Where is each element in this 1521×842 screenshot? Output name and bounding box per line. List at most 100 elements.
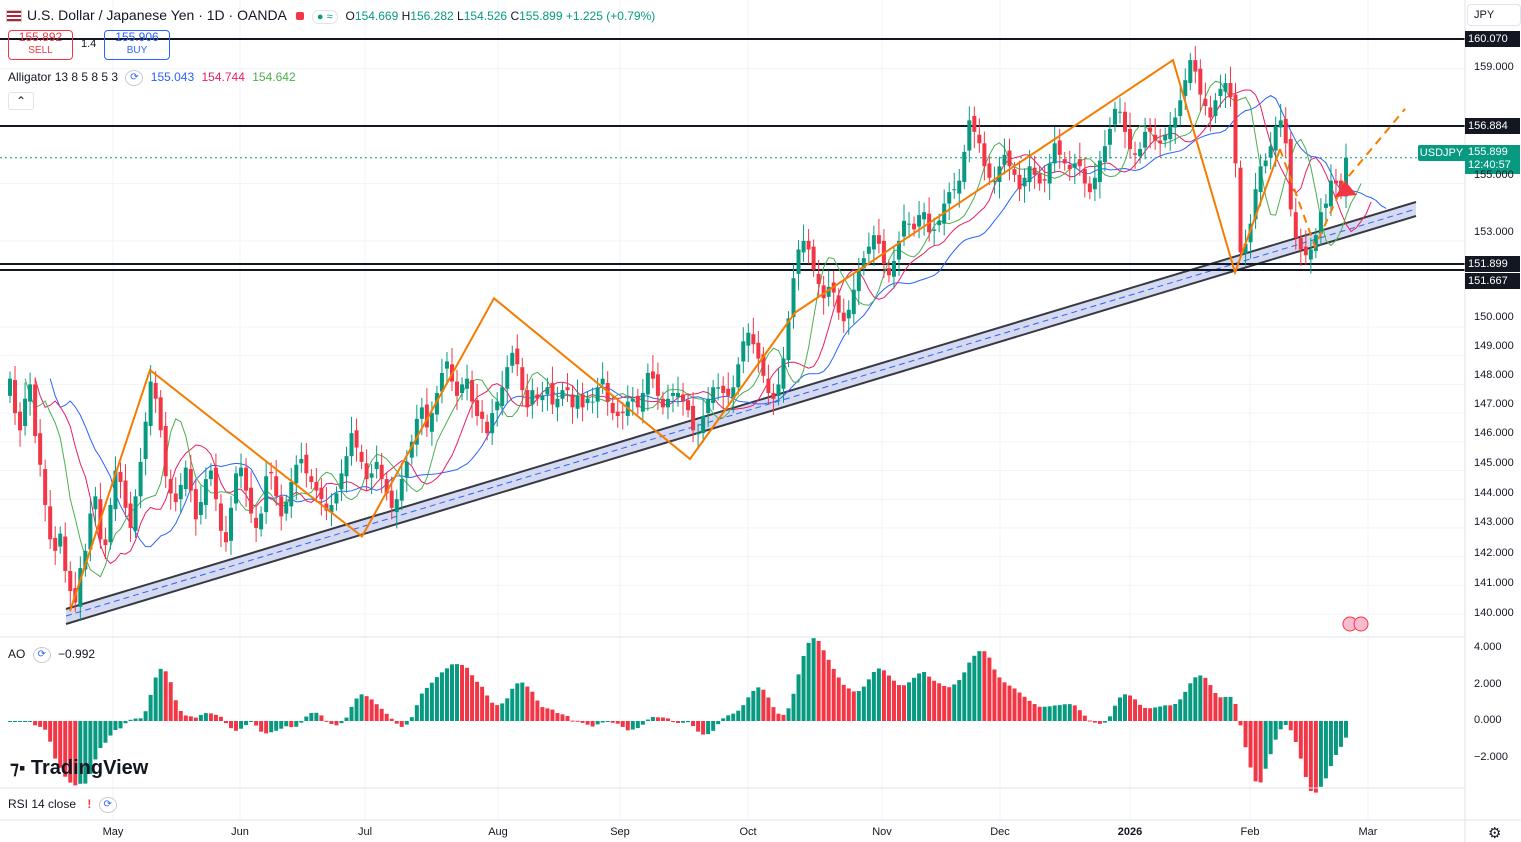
ao-bar-8 — [48, 721, 53, 742]
candle-body-26 — [138, 461, 143, 497]
ao-bar-47 — [244, 721, 249, 726]
candle-body-246 — [1243, 243, 1248, 254]
ao-bar-203 — [1027, 700, 1032, 721]
ao-bar-176 — [891, 680, 896, 721]
ao-bar-128 — [650, 716, 655, 721]
candle-body-112 — [570, 394, 575, 408]
level-label-160070[interactable]: 160.070 — [1465, 31, 1520, 47]
time-tick-10: Mar — [1358, 826, 1378, 838]
candle-body-216 — [1092, 177, 1097, 190]
candle-body-181 — [917, 215, 922, 227]
ao-bar-110 — [560, 714, 565, 721]
tv-logo-icon: ⁊▪ — [10, 758, 26, 778]
ao-bar-261 — [1318, 721, 1323, 787]
level-label-151667[interactable]: 151.667 — [1465, 273, 1520, 289]
level-label-156884[interactable]: 156.884 — [1465, 118, 1520, 134]
candle-body-206 — [1042, 179, 1047, 181]
ao-bar-265 — [1338, 721, 1343, 747]
candle-body-256 — [1293, 212, 1298, 239]
ao-bar-150 — [761, 689, 766, 721]
price-tick-7: 146.000 — [1474, 427, 1514, 439]
ao-bar-184 — [932, 680, 937, 721]
ao-bar-179 — [907, 682, 912, 721]
ao-bar-89 — [455, 664, 460, 721]
sell-button[interactable]: 155.892 SELL — [8, 30, 73, 60]
symbol-title[interactable]: U.S. Dollar / Japanese Yen · 1D · OANDA — [27, 7, 287, 23]
zigzag-pattern[interactable] — [69, 58, 1406, 612]
horizontal-levels[interactable] — [0, 38, 1465, 271]
ao-bar-14 — [78, 721, 83, 784]
ao-bar-187 — [947, 687, 952, 721]
ao-bar-151 — [766, 697, 771, 721]
ao-bar-186 — [942, 685, 947, 721]
ao-bar-263 — [1328, 721, 1333, 767]
candle-body-38 — [198, 502, 203, 515]
ao-bar-173 — [876, 668, 881, 721]
candle-body-157 — [796, 249, 801, 274]
candle-body-82 — [419, 407, 424, 419]
buy-button[interactable]: 155.906 BUY — [104, 30, 170, 60]
candle-body-7 — [43, 469, 48, 505]
ao-bar-248 — [1253, 721, 1258, 782]
ao-bar-233 — [1178, 699, 1183, 721]
rsi-settings-icon[interactable]: ⟳ — [98, 797, 117, 813]
candle-body-64 — [329, 504, 334, 513]
currency-selector[interactable]: JPY — [1467, 4, 1521, 26]
ao-bar-124 — [630, 721, 635, 730]
ao-bar-60 — [309, 713, 314, 721]
rsi-legend[interactable]: RSI 14 close ! ⟳ — [8, 797, 117, 813]
event-flag-icons[interactable] — [1342, 616, 1369, 632]
ao-bar-81 — [414, 705, 419, 721]
candle-body-42 — [218, 503, 223, 531]
ao-bar-228 — [1153, 707, 1158, 721]
candle-body-200 — [1012, 169, 1017, 175]
ao-bar-0 — [8, 721, 12, 722]
signal-arrow-up — [1335, 181, 1357, 197]
candle-body-137 — [696, 433, 701, 435]
ao-bar-167 — [846, 688, 851, 721]
price-tick-13: 140.000 — [1474, 607, 1514, 619]
ao-bar-6 — [38, 721, 43, 727]
zigzag-line — [69, 58, 1281, 612]
candle-body-1 — [13, 380, 18, 414]
candle-body-104 — [530, 390, 535, 405]
level-label-151899[interactable]: 151.899 — [1465, 256, 1520, 272]
candle-body-50 — [259, 513, 264, 530]
ao-bar-84 — [429, 682, 434, 721]
ao-bar-37 — [193, 717, 198, 721]
ao-bar-82 — [419, 693, 424, 721]
market-open-pill[interactable]: ● ≈ — [311, 10, 338, 24]
ao-bar-235 — [1188, 683, 1193, 721]
candle-body-168 — [851, 289, 856, 315]
channel-mid-line — [65, 208, 1417, 617]
ao-bar-44 — [228, 721, 233, 729]
ao-bar-164 — [831, 668, 836, 721]
candle-body-184 — [932, 229, 937, 231]
current-price-label[interactable]: 155.899 12:40:57 — [1465, 145, 1520, 174]
alligator-settings-icon[interactable]: ⟳ — [125, 70, 144, 86]
ao-legend[interactable]: AO ⟳ −0.992 — [8, 647, 96, 663]
candle-body-122 — [620, 411, 625, 414]
ao-bar-237 — [1198, 675, 1203, 721]
alligator-jaw-line — [49, 95, 1387, 548]
ao-settings-icon[interactable]: ⟳ — [32, 647, 51, 663]
candle-body-101 — [515, 348, 520, 365]
tradingview-logo[interactable]: ⁊▪ TradingView — [10, 757, 149, 779]
settings-gear-icon[interactable]: ⚙ — [1488, 825, 1502, 842]
ao-bar-123 — [625, 721, 630, 731]
ao-bar-70 — [359, 694, 364, 721]
rsi-warning-icon[interactable]: ! — [87, 797, 92, 812]
ao-bar-172 — [871, 672, 876, 721]
ao-bar-165 — [836, 677, 841, 721]
ao-bar-21 — [113, 721, 118, 731]
candle-body-197 — [997, 166, 1002, 183]
ao-bar-38 — [198, 714, 203, 721]
candle-body-36 — [188, 469, 193, 491]
collapse-legend-button[interactable]: ⌃ — [8, 92, 34, 110]
ao-bar-161 — [816, 641, 821, 721]
ao-bar-107 — [545, 708, 550, 721]
ao-bar-240 — [1213, 693, 1218, 721]
alligator-legend[interactable]: Alligator 13 8 5 8 5 3 ⟳ 155.043 154.744… — [8, 70, 296, 86]
symbol-price-tag[interactable]: USDJPY — [1418, 145, 1465, 161]
